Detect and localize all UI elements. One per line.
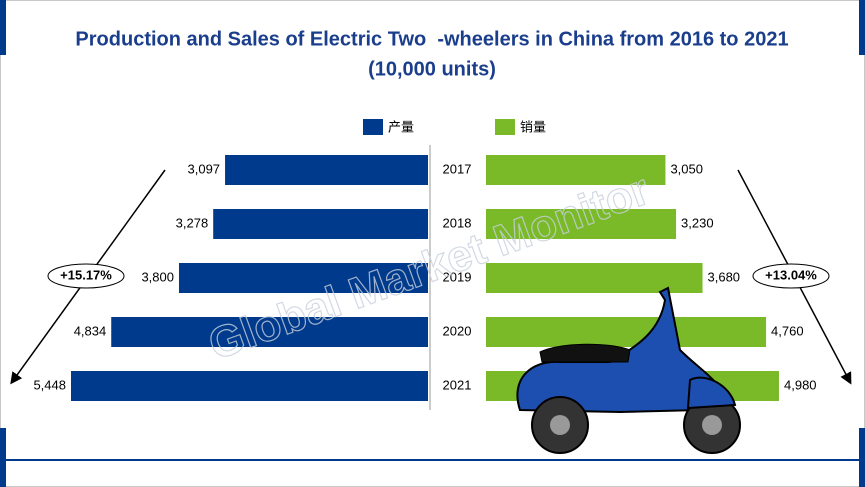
bar: [111, 317, 428, 347]
value-label: 3,800: [141, 269, 174, 284]
value-label: 4,980: [784, 377, 817, 392]
category-label: 2018: [443, 215, 472, 230]
bar: [486, 317, 767, 347]
value-label: 3,097: [188, 161, 221, 176]
legend-label: 销量: [520, 119, 546, 134]
annotation: +13.04%: [765, 267, 817, 282]
bar: [486, 263, 703, 293]
bar: [71, 371, 428, 401]
value-label: 3,050: [670, 161, 703, 176]
value-label: 4,834: [74, 323, 107, 338]
bars: 产量 销量 2017 2018 2019 2020 2021 3,097 3,278 3,800 4…: [33, 119, 817, 401]
corner-accent: [859, 428, 865, 487]
chart-title: Production and Sales of Electric Two -wh…: [75, 28, 788, 50]
annotation-bubble: [752, 263, 830, 289]
bar: [213, 209, 428, 239]
bar: [486, 209, 677, 239]
category-label: 2021: [443, 377, 472, 392]
bar: [178, 263, 428, 293]
annotation: +15.17%: [60, 267, 112, 282]
bar: [486, 155, 666, 185]
value-label: 3,278: [176, 215, 209, 230]
scooter: [516, 286, 741, 454]
bar: [225, 155, 428, 185]
corner-accent: [0, 428, 6, 487]
chart-subtitle: (10,000 units): [368, 58, 496, 80]
category-label: 2020: [443, 323, 472, 338]
value-label: 3,680: [708, 269, 741, 284]
legend-swatch: [495, 119, 515, 135]
category-label: 2019: [443, 269, 472, 284]
value-label: 5,448: [33, 377, 66, 392]
value-label: 3,230: [681, 215, 714, 230]
annotation-bubble: [47, 263, 125, 289]
legend-label: 产量: [388, 119, 414, 134]
legend-swatch: [363, 119, 383, 135]
category-label: 2017: [443, 161, 472, 176]
corner-accent: [859, 0, 865, 55]
corner-accent: [0, 0, 6, 55]
value-label: 4,760: [771, 323, 804, 338]
